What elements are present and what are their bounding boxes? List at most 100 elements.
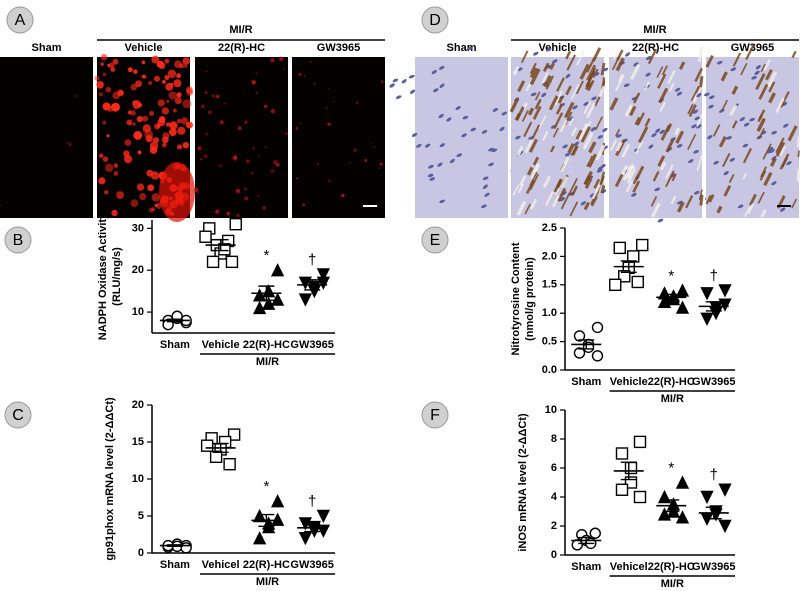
fluor-spot bbox=[116, 191, 125, 200]
y-tick-label: 1.5 bbox=[542, 279, 557, 291]
data-point bbox=[298, 532, 313, 546]
fluor-spot bbox=[94, 75, 100, 81]
fluor-spot bbox=[199, 157, 203, 161]
panel-badge bbox=[6, 6, 34, 34]
group bbox=[698, 483, 732, 534]
nucleus bbox=[427, 173, 434, 178]
stain-streak bbox=[595, 144, 606, 161]
data-point bbox=[316, 509, 331, 524]
fluor-spot bbox=[135, 80, 143, 88]
data-point bbox=[591, 321, 604, 334]
nucleus bbox=[648, 144, 654, 149]
stain-streak bbox=[564, 101, 575, 119]
y-tick-label: 1.0 bbox=[542, 307, 557, 319]
stain-streak bbox=[660, 124, 671, 141]
stain-streak bbox=[586, 120, 592, 130]
fluor-spot bbox=[279, 56, 284, 62]
fluor-spot bbox=[112, 58, 119, 65]
x-tick-label: 22(R)-HC bbox=[243, 559, 290, 571]
fluor-spot bbox=[67, 141, 69, 144]
nucleus bbox=[533, 51, 539, 56]
fluor-spot bbox=[275, 162, 280, 167]
fluor-spot bbox=[167, 69, 177, 79]
fluor-spot bbox=[176, 144, 183, 150]
fluor-spot bbox=[176, 73, 182, 79]
stain-streak bbox=[532, 156, 540, 166]
panel-letter: B bbox=[13, 232, 24, 249]
data-point bbox=[633, 490, 647, 504]
stain-streak bbox=[517, 183, 525, 194]
data-point bbox=[618, 270, 631, 283]
stain-streak bbox=[586, 64, 597, 81]
stain-streak bbox=[516, 200, 527, 216]
fluor-spot bbox=[251, 80, 256, 85]
y-tick-label: 4 bbox=[551, 491, 558, 503]
nucleus bbox=[692, 109, 699, 114]
data-point bbox=[252, 300, 267, 315]
fluor-spot bbox=[141, 60, 146, 65]
data-point bbox=[718, 298, 732, 312]
nucleus bbox=[676, 144, 683, 148]
nucleus bbox=[729, 157, 736, 162]
panel-letter: D bbox=[429, 12, 441, 29]
y-tick-label: 10 bbox=[132, 306, 144, 318]
y-tick-label: 6 bbox=[551, 462, 557, 474]
fluor-spot bbox=[173, 79, 182, 88]
stain-streak bbox=[591, 67, 597, 75]
stain-streak bbox=[615, 128, 621, 137]
stain-streak bbox=[542, 130, 549, 141]
image-label: GW3965 bbox=[317, 42, 360, 54]
stain-streak bbox=[532, 105, 542, 120]
stain-streak bbox=[768, 81, 776, 93]
nucleus bbox=[771, 181, 777, 186]
fluor-spot bbox=[149, 146, 158, 154]
nucleus bbox=[704, 92, 710, 97]
data-point bbox=[270, 494, 285, 508]
fluor-spot bbox=[177, 126, 186, 135]
fluor-spot bbox=[105, 86, 112, 93]
stain-streak bbox=[665, 170, 675, 188]
fluor-spot bbox=[174, 97, 182, 105]
data-point bbox=[261, 296, 276, 310]
fluor-spot bbox=[313, 82, 316, 85]
nucleus bbox=[401, 79, 407, 84]
y-tick-label: 2 bbox=[551, 520, 557, 532]
group bbox=[200, 428, 241, 471]
group bbox=[159, 538, 192, 554]
nucleus bbox=[395, 95, 402, 99]
stain-streak bbox=[696, 114, 703, 127]
image-label: Vehicle bbox=[125, 42, 163, 54]
image-label: Sham bbox=[447, 42, 477, 54]
fluor-spot bbox=[161, 136, 169, 144]
fluor-spot bbox=[182, 99, 192, 109]
panel-letter: E bbox=[430, 232, 441, 249]
stain-streak bbox=[705, 54, 714, 68]
stain-streak bbox=[525, 82, 532, 92]
fluor-spot bbox=[154, 203, 158, 208]
stain-streak bbox=[687, 133, 697, 151]
micrograph bbox=[583, 46, 731, 223]
stain-streak bbox=[791, 198, 798, 209]
fluor-spot bbox=[130, 83, 138, 91]
group-label: MI/R bbox=[661, 578, 684, 590]
nucleus bbox=[659, 129, 665, 135]
data-point bbox=[316, 268, 331, 282]
stain-streak bbox=[635, 140, 644, 155]
nucleus bbox=[481, 204, 487, 209]
nucleus bbox=[439, 143, 446, 148]
nucleus bbox=[429, 177, 436, 181]
fluor-spot bbox=[133, 106, 137, 110]
nucleus bbox=[645, 72, 651, 77]
stain-streak bbox=[760, 63, 766, 73]
data-point bbox=[718, 284, 732, 298]
fluor-spot bbox=[273, 159, 278, 165]
nucleus bbox=[431, 70, 437, 75]
fluor-spot bbox=[244, 196, 249, 201]
panel-letter: F bbox=[430, 407, 440, 424]
stain-streak bbox=[797, 150, 800, 158]
data-point bbox=[200, 439, 214, 452]
data-point bbox=[252, 508, 267, 523]
stain-streak bbox=[594, 116, 603, 131]
stain-streak bbox=[524, 203, 531, 215]
fluor-spot bbox=[150, 171, 160, 180]
